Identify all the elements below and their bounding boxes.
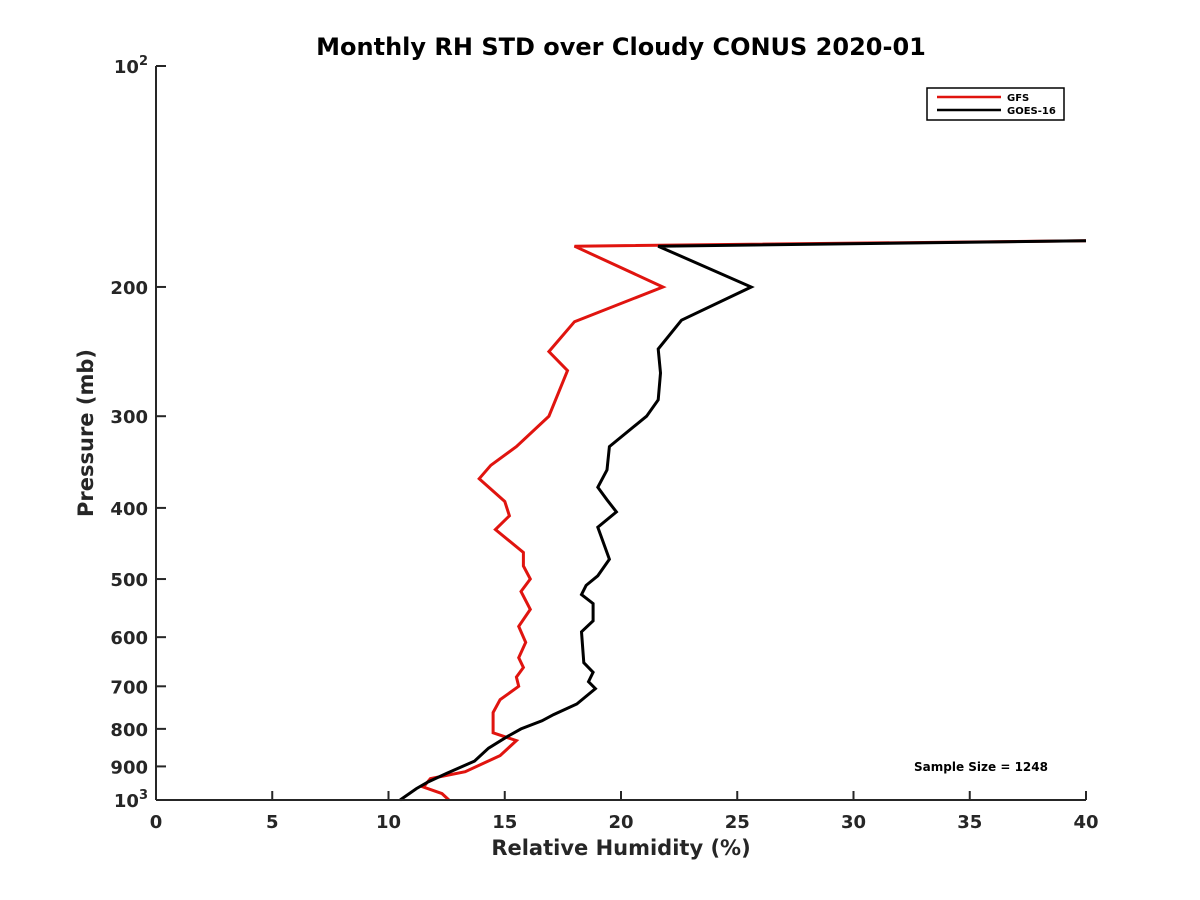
- x-axis-label: Relative Humidity (%): [491, 836, 750, 860]
- x-tick-label: 15: [492, 812, 517, 833]
- x-tick-label: 5: [266, 812, 279, 833]
- y-axis-label: Pressure (mb): [74, 349, 98, 517]
- y-tick-label: 200: [110, 278, 148, 299]
- y-tick-label: 400: [110, 499, 148, 520]
- x-tick-label: 30: [841, 812, 866, 833]
- y-tick-label: 800: [110, 720, 148, 741]
- y-axis-ticks: 102 200 300 400 500 600 700 800 900 103: [110, 54, 166, 812]
- legend: GFS GOES-16: [926, 87, 1065, 121]
- y-tick-label: 500: [110, 570, 148, 591]
- y-tick-label: 300: [110, 407, 148, 428]
- x-tick-label: 40: [1073, 812, 1098, 833]
- x-tick-label: 35: [957, 812, 982, 833]
- legend-label-gfs: GFS: [1007, 93, 1029, 104]
- y-tick-label: 900: [110, 757, 148, 778]
- y-tick-label: 600: [110, 628, 148, 649]
- x-tick-label: 25: [725, 812, 750, 833]
- sample-size-annotation: Sample Size = 1248: [914, 760, 1048, 774]
- y-tick-label: 103: [114, 788, 148, 812]
- y-tick-label: 700: [110, 677, 148, 698]
- x-tick-label: 10: [376, 812, 401, 833]
- y-tick-label: 102: [114, 54, 148, 78]
- legend-box: [926, 87, 1065, 121]
- x-tick-label: 20: [608, 812, 633, 833]
- series-line-goes-16: [399, 239, 1087, 802]
- series-line-gfs: [420, 239, 1087, 802]
- x-tick-label: 0: [150, 812, 163, 833]
- x-axis-ticks: 0 5 10 15 20 25 30 35 40: [150, 791, 1099, 833]
- chart-title: Monthly RH STD over Cloudy CONUS 2020-01: [316, 33, 926, 61]
- legend-label-goes-16: GOES-16: [1007, 106, 1056, 117]
- plot-area: [399, 239, 1087, 802]
